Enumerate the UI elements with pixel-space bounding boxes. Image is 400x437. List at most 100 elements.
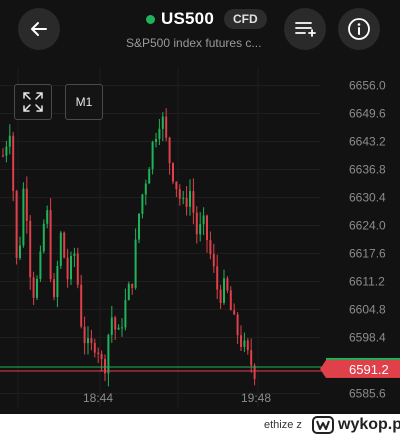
price-tick-label: 6604.8: [349, 302, 386, 316]
candle-body: [110, 317, 113, 335]
candle-body: [240, 335, 242, 347]
price-chart[interactable]: 6656.0 6649.6 6643.2 6636.8 6630.4 6624.0 6617…: [0, 62, 400, 430]
candle-body: [32, 277, 35, 298]
price-axis: 6656.0 6649.6 6643.2 6636.8 6630.4 6624.0 6617…: [320, 78, 400, 400]
candle-body: [8, 135, 11, 147]
back-button[interactable]: [18, 8, 60, 50]
candle-body: [87, 338, 89, 344]
price-tick-label: 6585.6: [349, 386, 386, 400]
current-price-tag: 6591.2: [320, 357, 400, 378]
candle-body: [117, 327, 120, 330]
current-price-line: [0, 366, 330, 372]
candle-body: [97, 352, 100, 354]
price-tick-label: 6617.6: [349, 246, 386, 260]
candle-body: [25, 188, 28, 221]
info-icon: [348, 18, 370, 40]
add-to-watchlist-button[interactable]: [284, 8, 326, 50]
time-tick-label: 19:48: [241, 391, 271, 405]
watermark-brand: wykop.pl: [338, 416, 400, 433]
candle-body: [29, 220, 32, 278]
candle-body: [155, 139, 157, 142]
candlestick-chart[interactable]: 6656.0 6649.6 6643.2 6636.8 6630.4 6624.0 6617…: [0, 62, 400, 430]
candle-body: [53, 279, 55, 298]
candle-body: [182, 197, 185, 199]
candle-body: [144, 183, 147, 195]
candle-body: [253, 365, 256, 379]
candle-body: [175, 181, 178, 190]
candle-body: [131, 283, 134, 288]
candle-body: [73, 253, 76, 256]
candle-body: [192, 191, 195, 213]
instrument-symbol: US500: [161, 9, 214, 28]
candles: [2, 108, 256, 387]
candle-body: [5, 146, 8, 156]
candle-body: [161, 116, 164, 129]
watermark-bar: ethize z wykop.pl: [0, 414, 400, 437]
current-price-tag-top: [326, 357, 400, 360]
candle-body: [2, 155, 4, 157]
candle-body: [63, 232, 66, 258]
chart-header: US500 CFD S&P500 index futures c...: [0, 0, 400, 62]
candle-body: [56, 266, 59, 298]
candle-body: [158, 128, 161, 140]
fullscreen-button[interactable]: [14, 84, 52, 120]
candle-body: [104, 359, 106, 374]
price-tick-label: 6611.2: [349, 274, 385, 288]
candle-body: [250, 350, 253, 366]
price-tick-label: 6643.2: [349, 134, 386, 148]
price-tick-label: 6649.6: [349, 106, 386, 120]
candle-body: [168, 137, 171, 164]
timeframe-button[interactable]: M1: [65, 84, 103, 120]
candle-body: [121, 327, 123, 329]
time-axis: 18:44 19:48: [83, 391, 271, 405]
candle-body: [206, 215, 208, 241]
candle-body: [22, 188, 25, 246]
candle-body: [216, 266, 219, 290]
expand-icon: [23, 92, 43, 112]
list-add-icon: [295, 22, 316, 37]
price-tick-label: 6630.4: [349, 190, 386, 204]
candle-body: [15, 190, 18, 258]
candle-body: [151, 141, 154, 170]
candle-body: [100, 353, 103, 360]
candle-body: [209, 240, 212, 255]
candle-body: [233, 310, 236, 315]
candle-body: [12, 135, 15, 191]
candle-body: [19, 245, 21, 258]
candle-body: [46, 210, 49, 224]
candle-body: [226, 278, 229, 291]
price-tick-label: 6624.0: [349, 218, 386, 232]
candle-body: [212, 254, 215, 267]
current-price-tag-bg: [326, 359, 400, 378]
arrow-left-icon: [31, 22, 47, 36]
price-tick-label: 6656.0: [349, 78, 386, 92]
candle-body: [229, 290, 232, 311]
candle-body: [70, 255, 72, 280]
candle-body: [114, 317, 117, 330]
candle-body: [93, 343, 96, 353]
current-price-label: 6591.2: [349, 362, 389, 377]
candle-body: [127, 283, 130, 300]
candle-body: [236, 314, 239, 336]
candle-body: [141, 194, 144, 214]
candle-body: [90, 338, 93, 344]
candle-body: [178, 189, 181, 199]
chart-grid: [0, 68, 320, 407]
candle-body: [76, 253, 79, 285]
candle-body: [223, 278, 225, 303]
instrument-title: US500 CFD: [146, 9, 267, 29]
instrument-description: S&P500 index futures c...: [126, 36, 262, 50]
candle-body: [219, 289, 222, 303]
market-open-dot: [146, 14, 155, 24]
candle-body: [42, 223, 45, 252]
candle-body: [195, 212, 198, 235]
time-tick-label: 18:44: [83, 391, 113, 405]
candle-body: [39, 251, 42, 279]
watermark-user: ethize z: [264, 419, 302, 431]
candle-body: [66, 257, 69, 280]
price-tick-label: 6636.8: [349, 162, 386, 176]
instrument-type-badge: CFD: [223, 9, 267, 29]
candle-body: [49, 210, 52, 280]
candle-body: [80, 284, 83, 327]
info-button[interactable]: [338, 8, 380, 50]
